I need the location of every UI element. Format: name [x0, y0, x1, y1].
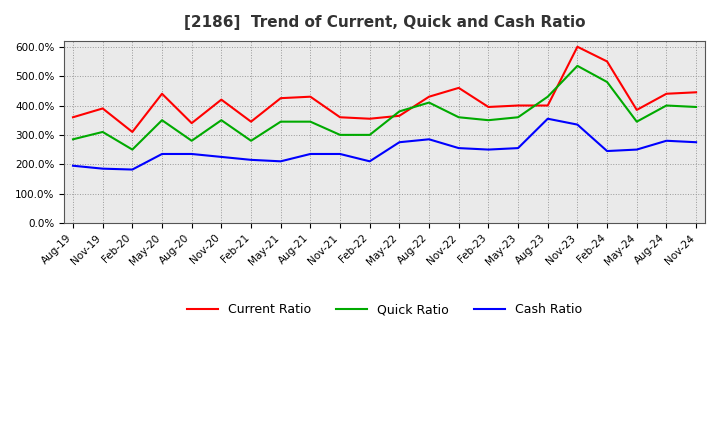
Quick Ratio: [544, 94, 552, 99]
Cash Ratio: [692, 139, 701, 145]
Cash Ratio: [276, 159, 285, 164]
Current Ratio: [128, 129, 137, 135]
Current Ratio: [632, 107, 641, 113]
Cash Ratio: [662, 138, 671, 143]
Quick Ratio: [425, 100, 433, 105]
Line: Current Ratio: Current Ratio: [73, 47, 696, 132]
Quick Ratio: [128, 147, 137, 152]
Current Ratio: [395, 113, 404, 118]
Cash Ratio: [395, 139, 404, 145]
Cash Ratio: [603, 148, 611, 154]
Legend: Current Ratio, Quick Ratio, Cash Ratio: Current Ratio, Quick Ratio, Cash Ratio: [181, 298, 588, 322]
Current Ratio: [692, 90, 701, 95]
Cash Ratio: [247, 157, 256, 162]
Current Ratio: [573, 44, 582, 49]
Cash Ratio: [573, 122, 582, 127]
Quick Ratio: [662, 103, 671, 108]
Cash Ratio: [544, 116, 552, 121]
Cash Ratio: [454, 146, 463, 151]
Current Ratio: [68, 115, 77, 120]
Current Ratio: [484, 104, 492, 110]
Quick Ratio: [632, 119, 641, 125]
Cash Ratio: [187, 151, 196, 157]
Current Ratio: [276, 95, 285, 101]
Quick Ratio: [365, 132, 374, 138]
Current Ratio: [365, 116, 374, 121]
Current Ratio: [514, 103, 523, 108]
Current Ratio: [336, 115, 344, 120]
Quick Ratio: [454, 115, 463, 120]
Current Ratio: [306, 94, 315, 99]
Cash Ratio: [128, 167, 137, 172]
Current Ratio: [603, 59, 611, 64]
Quick Ratio: [247, 138, 256, 143]
Cash Ratio: [514, 146, 523, 151]
Current Ratio: [158, 91, 166, 96]
Cash Ratio: [336, 151, 344, 157]
Current Ratio: [187, 121, 196, 126]
Quick Ratio: [217, 117, 225, 123]
Line: Quick Ratio: Quick Ratio: [73, 66, 696, 150]
Current Ratio: [425, 94, 433, 99]
Quick Ratio: [514, 115, 523, 120]
Quick Ratio: [573, 63, 582, 69]
Current Ratio: [217, 97, 225, 102]
Cash Ratio: [365, 159, 374, 164]
Cash Ratio: [217, 154, 225, 160]
Line: Cash Ratio: Cash Ratio: [73, 119, 696, 169]
Current Ratio: [247, 119, 256, 125]
Quick Ratio: [484, 117, 492, 123]
Current Ratio: [99, 106, 107, 111]
Quick Ratio: [99, 129, 107, 135]
Quick Ratio: [276, 119, 285, 125]
Quick Ratio: [692, 104, 701, 110]
Quick Ratio: [158, 117, 166, 123]
Current Ratio: [662, 91, 671, 96]
Cash Ratio: [306, 151, 315, 157]
Cash Ratio: [425, 137, 433, 142]
Quick Ratio: [68, 137, 77, 142]
Cash Ratio: [99, 166, 107, 171]
Cash Ratio: [484, 147, 492, 152]
Quick Ratio: [187, 138, 196, 143]
Cash Ratio: [68, 163, 77, 169]
Current Ratio: [544, 103, 552, 108]
Title: [2186]  Trend of Current, Quick and Cash Ratio: [2186] Trend of Current, Quick and Cash …: [184, 15, 585, 30]
Cash Ratio: [158, 151, 166, 157]
Quick Ratio: [603, 79, 611, 84]
Quick Ratio: [306, 119, 315, 125]
Cash Ratio: [632, 147, 641, 152]
Quick Ratio: [336, 132, 344, 138]
Quick Ratio: [395, 109, 404, 114]
Current Ratio: [454, 85, 463, 91]
